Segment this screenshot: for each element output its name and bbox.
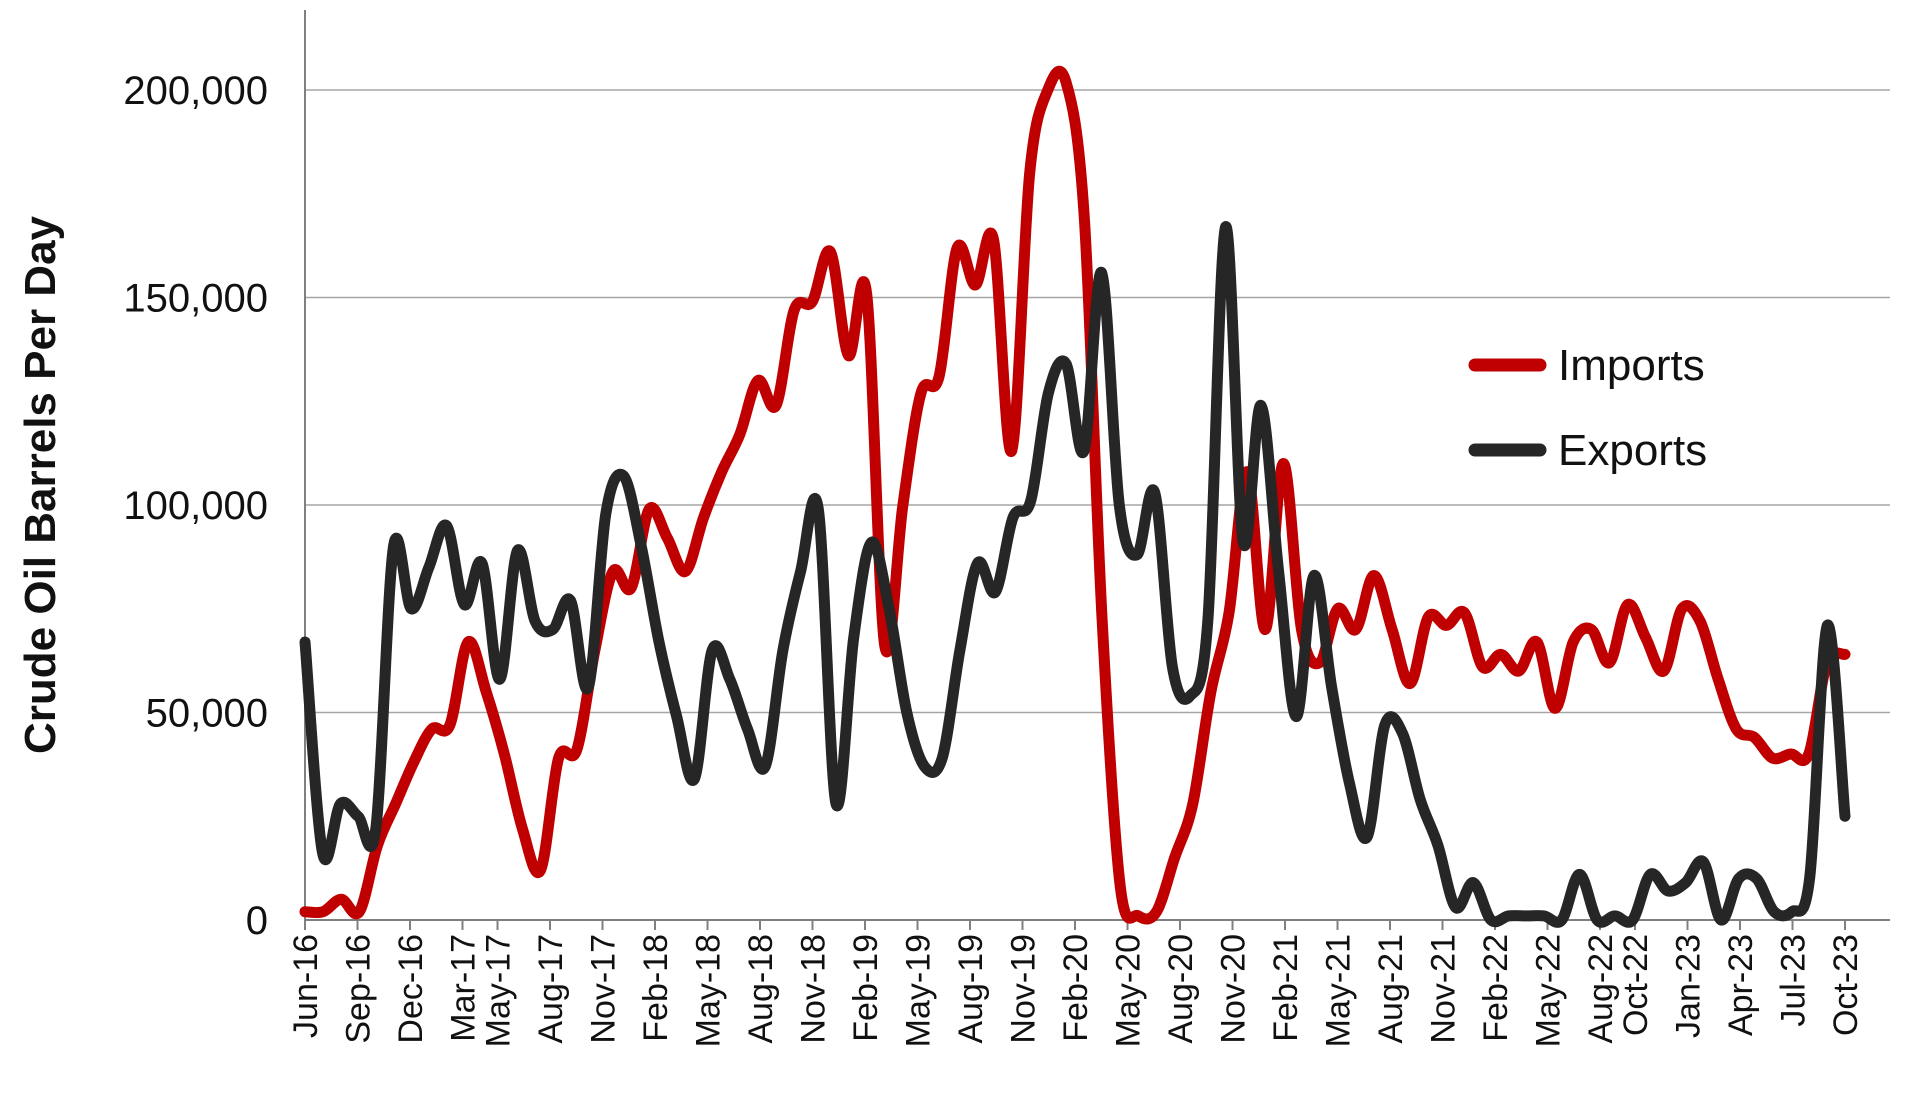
x-tick-label: Feb-22 xyxy=(1477,934,1515,1042)
y-tick-label: 100,000 xyxy=(123,484,268,528)
x-tick-label: May-18 xyxy=(690,934,728,1047)
x-tick-label: Nov-20 xyxy=(1215,934,1253,1044)
legend-label-imports: Imports xyxy=(1558,341,1705,390)
x-tick-label: Apr-23 xyxy=(1722,934,1760,1036)
x-tick-label: Nov-18 xyxy=(795,934,833,1044)
x-tick-label: May-20 xyxy=(1110,934,1148,1047)
x-tick-label: May-19 xyxy=(900,934,938,1047)
x-tick-label: Nov-21 xyxy=(1425,934,1463,1044)
y-tick-label: 200,000 xyxy=(123,69,268,113)
y-tick-label: 50,000 xyxy=(146,692,268,736)
x-tick-label: Jan-23 xyxy=(1670,934,1708,1038)
x-tick-label: Jun-16 xyxy=(287,934,325,1038)
x-tick-label: Aug-21 xyxy=(1372,934,1410,1044)
x-tick-label: Oct-22 xyxy=(1617,934,1655,1036)
x-tick-label: May-21 xyxy=(1320,934,1358,1047)
y-axis-label: Crude Oil Barrels Per Day xyxy=(16,215,65,754)
series-line-exports xyxy=(299,221,1851,928)
series-line-imports xyxy=(299,65,1851,925)
x-tick-label: Feb-19 xyxy=(847,934,885,1042)
x-tick-label: Aug-20 xyxy=(1162,934,1200,1044)
x-tick-label: Aug-18 xyxy=(742,934,780,1044)
x-tick-label: May-22 xyxy=(1530,934,1568,1047)
legend-label-exports: Exports xyxy=(1558,426,1707,475)
y-tick-labels: 0 50,000 100,000 150,000 200,000 xyxy=(123,69,268,943)
x-tick-label: Feb-20 xyxy=(1057,934,1095,1042)
x-tick-label: Nov-17 xyxy=(585,934,623,1044)
x-tick-label: Feb-18 xyxy=(637,934,675,1042)
x-tick-label: Oct-23 xyxy=(1827,934,1865,1036)
x-tick-label: Aug-17 xyxy=(532,934,570,1044)
x-tick-label: May-17 xyxy=(480,934,518,1047)
legend: Imports Exports xyxy=(1468,341,1707,475)
x-tick-label: Aug-19 xyxy=(952,934,990,1044)
x-tick-label: Mar-17 xyxy=(445,934,483,1042)
y-tick-label: 150,000 xyxy=(123,277,268,321)
y-tick-label: 0 xyxy=(246,899,268,943)
x-tick-label: Feb-21 xyxy=(1267,934,1305,1042)
series-lines xyxy=(299,65,1851,928)
x-tick-label: Sep-16 xyxy=(340,934,378,1044)
x-tick-label: Nov-19 xyxy=(1005,934,1043,1044)
x-tick-label: Dec-16 xyxy=(392,934,430,1044)
x-tick-label: Aug-22 xyxy=(1582,934,1620,1044)
x-tick-label: Jul-23 xyxy=(1775,934,1813,1027)
